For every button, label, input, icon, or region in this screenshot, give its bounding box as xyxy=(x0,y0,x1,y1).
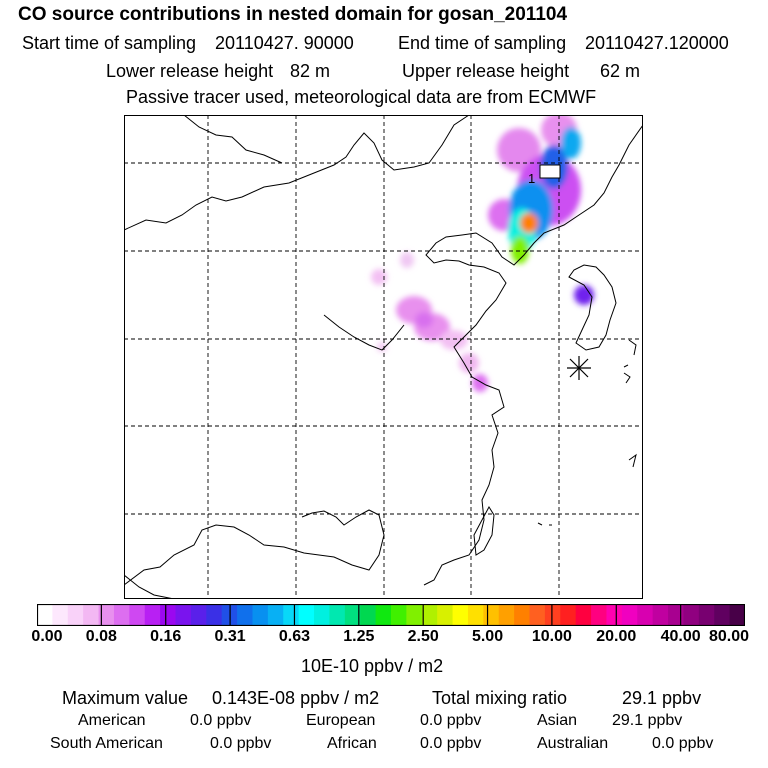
lower-release-label: Lower release height xyxy=(106,61,274,81)
colorbar-tick-label: 0.00 xyxy=(31,628,63,645)
colorbar-cell xyxy=(698,604,715,626)
colorbar-cell xyxy=(52,604,69,626)
colorbar-cell xyxy=(421,604,438,626)
region-value-australian: 0.0 ppbv xyxy=(652,735,714,752)
max-value: 0.143E-08 ppbv / m2 xyxy=(212,688,380,708)
colorbar-cell xyxy=(514,604,531,626)
colorbar-cell xyxy=(391,604,407,626)
colorbar-cell xyxy=(98,604,115,626)
tracer-note: Passive tracer used, meteorological data… xyxy=(126,87,597,107)
colorbar-cell xyxy=(298,604,315,626)
colorbar-cell xyxy=(329,604,346,626)
lower-release-value: 82 m xyxy=(290,61,331,81)
colorbar-cell xyxy=(314,604,331,626)
colorbar-tick-label: 80.00 xyxy=(708,628,750,645)
colorbar-cell xyxy=(67,604,84,626)
colorbar-cell xyxy=(529,604,546,626)
total-mixing-value: 29.1 ppbv xyxy=(622,688,702,708)
colorbar-cell xyxy=(129,604,146,626)
colorbar-cell xyxy=(606,604,623,626)
region-value-african: 0.0 ppbv xyxy=(420,735,482,752)
max-value-label: Maximum value xyxy=(62,688,189,708)
colorbar-cell xyxy=(344,604,361,626)
upper-release-label: Upper release height xyxy=(402,61,570,81)
colorbar-cell xyxy=(637,604,654,626)
colorbar-tick-label: 0.08 xyxy=(85,628,117,645)
colorbar-cell xyxy=(83,604,100,626)
colorbar-cell xyxy=(406,604,423,626)
colorbar-cell xyxy=(652,604,669,626)
colorbar-cell xyxy=(621,604,638,626)
colorbar-cell xyxy=(452,604,469,626)
receptor-asterisk-icon xyxy=(567,356,591,380)
region-name-european: European xyxy=(306,712,376,729)
colorbar-cell xyxy=(160,604,177,626)
region-name-australian: Australian xyxy=(537,735,609,752)
end-time-value: 20110427.120000 xyxy=(585,33,729,53)
plot-title: CO source contributions in nested domain… xyxy=(18,4,568,25)
colorbar-tick-label: 40.00 xyxy=(660,628,701,645)
end-time-label: End time of sampling xyxy=(398,33,567,53)
upper-release-value: 62 m xyxy=(600,61,641,81)
colorbar-cell xyxy=(714,604,731,626)
colorbar-unit: 10E-10 ppbv / m2 xyxy=(301,656,444,676)
colorbar-cell xyxy=(267,604,284,626)
region-name-african: African xyxy=(327,735,377,752)
colorbar-cell xyxy=(544,604,561,626)
colorbar-cell xyxy=(560,604,577,626)
colorbar-cell xyxy=(113,604,130,626)
plume-north xyxy=(488,115,594,305)
colorbar-cell xyxy=(175,604,192,626)
region-name-asian: Asian xyxy=(537,712,578,729)
colorbar-cell xyxy=(729,604,745,626)
colorbar-cell xyxy=(498,604,515,626)
start-time-value: 20110427. 90000 xyxy=(215,33,354,53)
total-mixing-label: Total mixing ratio xyxy=(432,688,568,708)
colorbar-cell xyxy=(37,604,53,626)
colorbar-cell xyxy=(683,604,700,626)
colorbar-cell xyxy=(575,604,592,626)
region-value-european: 0.0 ppbv xyxy=(420,712,482,729)
colorbar-tick-label: 0.16 xyxy=(150,628,182,645)
colorbar-cell xyxy=(437,604,454,626)
colorbar-cell xyxy=(591,604,608,626)
colorbar-cell xyxy=(467,604,484,626)
map-panel: 1 xyxy=(124,115,643,599)
colorbar-cell xyxy=(237,604,254,626)
colorbar-cell xyxy=(360,604,377,626)
graticule xyxy=(124,115,643,599)
start-time-label: Start time of sampling xyxy=(22,33,197,53)
colorbar-cell xyxy=(668,604,685,626)
colorbar-tick-label: 0.63 xyxy=(278,628,311,645)
region-value-asian: 29.1 ppbv xyxy=(612,712,683,729)
colorbar-cell xyxy=(483,604,500,626)
colorbar-tick-label: 10.00 xyxy=(531,628,572,645)
colorbar-tick-label: 0.31 xyxy=(214,628,246,645)
coastlines xyxy=(124,115,643,599)
colorbar-cell xyxy=(144,604,161,626)
plume-marker-label: 1 xyxy=(528,171,535,186)
colorbar xyxy=(37,604,745,626)
colorbar-cell xyxy=(375,604,392,626)
plume-origin-box xyxy=(539,164,561,179)
colorbar-cell xyxy=(190,604,207,626)
colorbar-tick-label: 20.00 xyxy=(596,628,637,645)
colorbar-tick-label: 5.00 xyxy=(471,628,504,645)
region-value-south-american: 0.0 ppbv xyxy=(210,735,272,752)
colorbar-cell xyxy=(206,604,223,626)
colorbar-cell xyxy=(283,604,300,626)
region-name-south-american: South American xyxy=(50,735,163,752)
region-name-american: American xyxy=(78,712,146,729)
colorbar-tick-label: 1.25 xyxy=(343,628,375,645)
colorbar-cell xyxy=(252,604,269,626)
region-value-american: 0.0 ppbv xyxy=(190,712,252,729)
map-frame xyxy=(124,115,643,599)
colorbar-tick-label: 2.50 xyxy=(407,628,439,645)
